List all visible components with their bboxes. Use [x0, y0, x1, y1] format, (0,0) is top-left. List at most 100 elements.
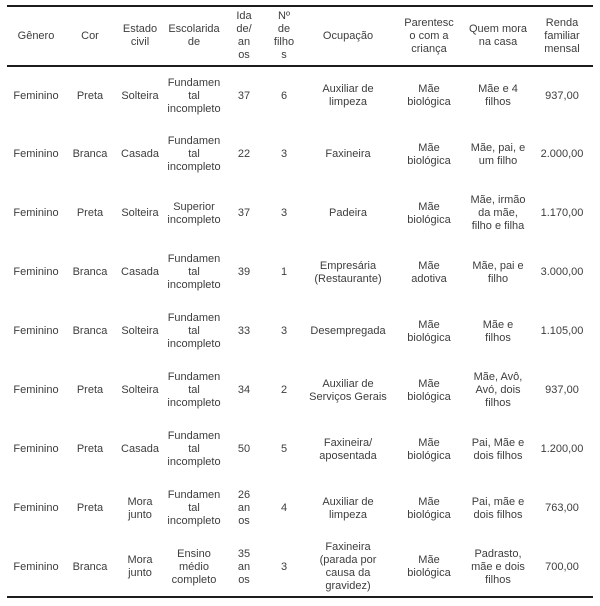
table-header: Gênero Cor Estado civil Escolarida de Ida de… — [7, 6, 593, 66]
cell-quem-mora: Mãe, pai, e um filho — [470, 141, 526, 167]
cell-cor: Preta — [76, 207, 104, 219]
cell-escolaridade: Fundamen tal incompleto — [167, 371, 221, 409]
cell-ocupacao: Faxineira — [325, 148, 371, 160]
cell-num-filhos: 2 — [280, 384, 288, 396]
cell-renda: 1.170,00 — [540, 207, 584, 219]
cell-quem-mora: Mãe, irmão da mãe, filho e filha — [470, 194, 526, 232]
cell-cor: Branca — [72, 325, 108, 337]
column-header-escolaridade: Escolarida de — [168, 23, 220, 48]
cell-cor: Preta — [76, 384, 104, 396]
cell-ocupacao: Auxiliar de Serviços Gerais — [309, 377, 387, 403]
cell-escolaridade: Fundamen tal incompleto — [167, 76, 221, 115]
cell-parentesco: Mãe biológica — [407, 495, 451, 521]
table-body: Feminino Preta Solteira Fundamen tal incomp… — [7, 66, 593, 597]
table-row: Feminino Preta Solteira Fundamen tal incomp… — [7, 361, 593, 420]
table-row: Feminino Preta Casada Fundamen tal incomple… — [7, 420, 593, 479]
cell-cor: Preta — [76, 89, 104, 102]
cell-num-filhos: 1 — [280, 266, 288, 278]
cell-parentesco: Mãe adotiva — [411, 259, 447, 285]
cell-ocupacao: Empresária (Restaurante) — [314, 259, 382, 285]
cell-ocupacao: Faxineira/ aposentada — [319, 436, 377, 462]
cell-renda: 1.200,00 — [540, 443, 584, 455]
cell-estado-civil: Casada — [121, 443, 159, 455]
table-row: Feminino Branca Casada Fundamen tal incompl… — [7, 243, 593, 302]
cell-quem-mora: Pai, Mãe e dois filhos — [471, 436, 525, 462]
participants-table: Gênero Cor Estado civil Escolarida de Ida de… — [7, 5, 593, 598]
cell-idade-anos: 22 — [237, 148, 251, 160]
cell-escolaridade: Superior incompleto — [167, 200, 221, 226]
cell-genero: Feminino — [13, 325, 59, 337]
cell-cor: Branca — [72, 266, 108, 278]
cell-estado-civil: Solteira — [121, 207, 159, 219]
cell-genero: Feminino — [13, 89, 59, 102]
cell-escolaridade: Fundamen tal incompleto — [167, 253, 221, 291]
cell-idade-anos: 50 — [237, 443, 251, 455]
table-row: Feminino Branca Mora junto Ensino médio com… — [7, 538, 593, 597]
cell-estado-civil: Casada — [121, 266, 159, 278]
cell-estado-civil: Solteira — [121, 384, 159, 396]
cell-escolaridade: Fundamen tal incompleto — [167, 312, 221, 350]
cell-ocupacao: Desempregada — [310, 325, 386, 337]
cell-estado-civil: Solteira — [121, 325, 159, 337]
cell-parentesco: Mãe biológica — [407, 377, 451, 403]
cell-renda: 700,00 — [545, 560, 579, 573]
cell-estado-civil: Solteira — [121, 89, 159, 102]
cell-parentesco: Mãe biológica — [407, 141, 451, 167]
cell-estado-civil: Casada — [121, 148, 159, 160]
cell-idade-anos: 39 — [237, 266, 251, 278]
cell-genero: Feminino — [13, 266, 59, 278]
column-header-renda: Renda familiar mensal — [544, 16, 580, 55]
cell-num-filhos: 6 — [280, 89, 288, 102]
table-row: Feminino Preta Mora junto Fundamen tal inco… — [7, 479, 593, 538]
cell-renda: 937,00 — [545, 384, 579, 396]
cell-genero: Feminino — [13, 443, 59, 455]
cell-idade-anos: 34 — [237, 384, 251, 396]
cell-idade-anos: 37 — [237, 207, 251, 219]
cell-estado-civil: Mora junto — [127, 554, 153, 579]
cell-num-filhos: 4 — [280, 502, 288, 514]
cell-cor: Branca — [72, 560, 108, 573]
cell-num-filhos: 3 — [280, 148, 288, 160]
cell-ocupacao: Padeira — [329, 207, 367, 219]
column-header-cor: Cor — [81, 29, 99, 42]
cell-quem-mora: Mãe, pai e filho — [472, 259, 524, 285]
column-header-idade-anos: Ida de/ an os — [236, 10, 252, 61]
cell-cor: Preta — [76, 443, 104, 455]
cell-quem-mora: Mãe e 4 filhos — [478, 83, 518, 108]
cell-num-filhos: 5 — [280, 443, 288, 455]
table-row: Feminino Preta Solteira Superior incompleto… — [7, 184, 593, 243]
cell-genero: Feminino — [13, 148, 59, 160]
cell-num-filhos: 3 — [280, 560, 288, 573]
cell-escolaridade: Ensino médio completo — [171, 547, 217, 586]
cell-quem-mora: Pai, mãe e dois filhos — [471, 495, 525, 521]
cell-parentesco: Mãe biológica — [407, 436, 451, 462]
cell-ocupacao: Auxiliar de limpeza — [322, 495, 374, 521]
cell-renda: 3.000,00 — [540, 266, 584, 278]
header-row: Gênero Cor Estado civil Escolarida de Ida de… — [7, 6, 593, 66]
cell-renda: 763,00 — [545, 502, 579, 514]
cell-quem-mora: Mãe, Avô, Avó, dois filhos — [473, 371, 523, 409]
cell-genero: Feminino — [13, 502, 59, 514]
cell-escolaridade: Fundamen tal incompleto — [167, 135, 221, 173]
cell-quem-mora: Padrasto, mãe e dois filhos — [471, 547, 525, 586]
cell-idade-anos: 37 — [237, 89, 251, 102]
column-header-genero: Gênero — [17, 29, 55, 42]
cell-parentesco: Mãe biológica — [407, 200, 451, 226]
cell-cor: Branca — [72, 148, 108, 160]
cell-idade-anos: 26 an os — [237, 489, 251, 527]
cell-genero: Feminino — [13, 384, 59, 396]
cell-parentesco: Mãe biológica — [407, 318, 451, 344]
cell-ocupacao: Faxineira (parada por causa da gravidez) — [319, 541, 377, 592]
cell-renda: 937,00 — [545, 89, 579, 102]
column-header-parentesco: Parentesc o com a criança — [404, 16, 454, 55]
table-row: Feminino Preta Solteira Fundamen tal incomp… — [7, 66, 593, 125]
cell-num-filhos: 3 — [280, 207, 288, 219]
cell-genero: Feminino — [13, 207, 59, 219]
cell-genero: Feminino — [13, 560, 59, 573]
column-header-estado-civil: Estado civil — [122, 23, 158, 48]
cell-idade-anos: 33 — [237, 325, 251, 337]
cell-parentesco: Mãe biológica — [407, 83, 451, 108]
cell-parentesco: Mãe biológica — [407, 554, 451, 579]
cell-quem-mora: Mãe e filhos — [482, 318, 514, 344]
